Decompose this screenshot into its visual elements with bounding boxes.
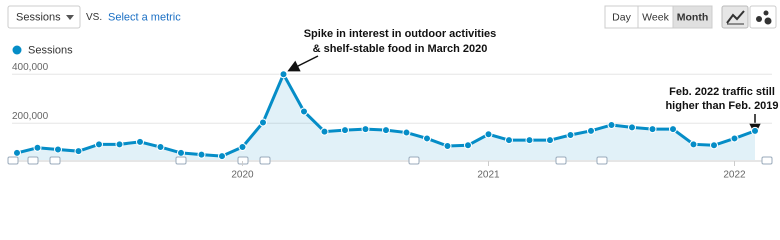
- data-point: [361, 125, 370, 134]
- data-point: [730, 134, 739, 143]
- chart: Sessions VS. Select a metric Day Week Mont…: [7, 5, 779, 181]
- data-point: [648, 125, 657, 134]
- x-tick-label: 2020: [231, 170, 254, 181]
- data-point: [136, 137, 144, 146]
- annotation-marker[interactable]: [7, 156, 19, 165]
- annotation-marker[interactable]: [175, 156, 187, 165]
- legend-label: Sessions: [28, 44, 73, 56]
- data-point: [238, 143, 247, 152]
- data-point: [197, 150, 206, 159]
- x-tick-label: 2022: [723, 170, 746, 181]
- annotation-marker[interactable]: [596, 156, 608, 165]
- data-point: [382, 126, 390, 135]
- vs-label: VS.: [86, 12, 102, 23]
- data-point: [505, 136, 513, 145]
- data-point: [54, 145, 62, 154]
- data-point: [751, 126, 759, 135]
- data-point: [156, 143, 165, 152]
- annotation-arrow: [287, 55, 319, 72]
- period-label: Month: [677, 11, 709, 23]
- legend-marker: [12, 45, 22, 55]
- annotation-text: & shelf-stable food in March 2020: [313, 43, 488, 55]
- data-point: [115, 140, 124, 149]
- x-tick-label: 2021: [477, 170, 500, 181]
- data-point: [402, 128, 411, 137]
- annotation-text: Feb. 2022 traffic still: [669, 86, 775, 98]
- motion-chart-icon: [764, 17, 772, 25]
- data-point: [525, 136, 534, 145]
- data-point: [341, 126, 349, 135]
- data-point: [710, 141, 718, 150]
- data-point: [95, 140, 103, 149]
- period-label: Week: [642, 11, 669, 23]
- page: {"toolbar": {"metric": "Sessions", "vs":…: [7, 5, 779, 181]
- period-label: Day: [612, 11, 631, 23]
- motion-chart-button[interactable]: [749, 5, 777, 29]
- data-point: [628, 123, 636, 132]
- line-chart-icon: [726, 10, 745, 24]
- data-point: [74, 147, 83, 156]
- data-point: [300, 107, 308, 116]
- data-point: [33, 143, 42, 152]
- annotation-marker[interactable]: [761, 156, 773, 165]
- data-point: [279, 70, 288, 79]
- dropdown-caret: [66, 15, 74, 20]
- annotation-marker[interactable]: [259, 156, 271, 165]
- y-tick-label: 200,000: [12, 111, 49, 122]
- data-point: [443, 142, 452, 151]
- annotation-text: Spike in interest in outdoor activities: [304, 28, 497, 40]
- data-point: [689, 140, 698, 149]
- period-group: Day Week Month: [604, 5, 713, 29]
- period-button[interactable]: [672, 5, 713, 29]
- data-point: [320, 127, 329, 136]
- motion-chart-icon: [763, 10, 769, 16]
- data-point: [546, 136, 554, 145]
- annotation-text: higher than Feb. 2019: [665, 100, 778, 112]
- annotation-marker[interactable]: [408, 156, 420, 165]
- annotation-marker[interactable]: [49, 156, 61, 165]
- plot-area: 200,000 400,000 2020 2021 2022: [7, 62, 773, 181]
- motion-chart-icon: [756, 16, 762, 22]
- metric-label: Sessions: [16, 11, 61, 23]
- data-point: [587, 126, 595, 135]
- data-point: [669, 125, 677, 134]
- data-point: [259, 118, 267, 127]
- data-point: [177, 148, 185, 157]
- data-point: [423, 134, 431, 143]
- y-tick-label: 400,000: [12, 62, 49, 73]
- area: [17, 74, 755, 160]
- data-point: [484, 130, 493, 139]
- data-point: [566, 131, 575, 140]
- data-point: [464, 141, 472, 150]
- data-point: [218, 152, 226, 161]
- select-metric-link[interactable]: Select a metric: [108, 11, 181, 23]
- data-point: [13, 148, 21, 157]
- annotation-marker[interactable]: [27, 156, 39, 165]
- metric-dropdown[interactable]: [7, 5, 81, 29]
- annotation-marker[interactable]: [555, 156, 567, 165]
- data-point: [607, 120, 616, 129]
